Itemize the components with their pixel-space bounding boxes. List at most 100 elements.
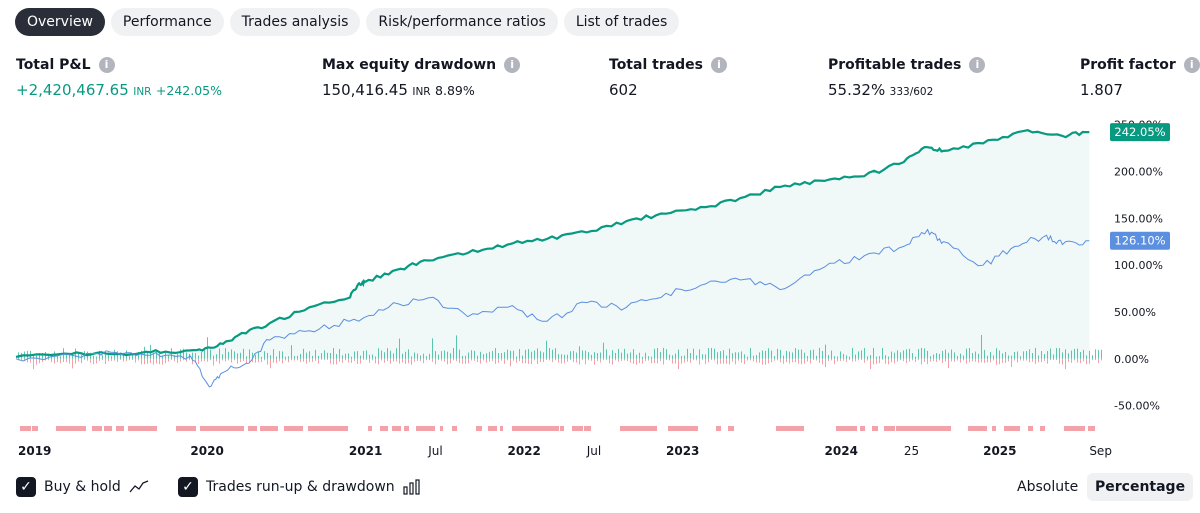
drawdown-bar <box>1047 358 1048 364</box>
percentage-button[interactable]: Percentage <box>1087 473 1194 501</box>
checkbox-checked-icon[interactable]: ✓ <box>178 477 198 497</box>
runup-bar <box>843 353 844 359</box>
runup-bar <box>651 356 652 359</box>
runup-bar <box>456 335 457 359</box>
drawdown-bar <box>54 358 55 364</box>
metric-value: 602 <box>609 81 638 99</box>
info-icon[interactable]: i <box>504 57 521 73</box>
drawdown-bar <box>243 358 244 362</box>
runup-bar <box>258 351 259 359</box>
runup-bar <box>834 356 835 359</box>
buy-hold-toggle[interactable]: ✓ Buy & hold <box>16 476 149 498</box>
runup-bar <box>648 356 649 359</box>
runup-bar <box>579 346 580 359</box>
runup-bar <box>216 354 217 359</box>
info-icon[interactable]: i <box>1183 57 1200 73</box>
drawdown-bar <box>51 358 52 363</box>
runup-bar <box>1038 355 1039 359</box>
checkbox-checked-icon[interactable]: ✓ <box>16 477 36 497</box>
drawdown-bar <box>714 358 715 361</box>
drawdown-bar <box>300 358 301 363</box>
runup-bar <box>909 348 910 359</box>
drawdown-bar <box>660 358 661 362</box>
drawdown-strip-segment <box>920 426 933 431</box>
runup-bar <box>774 356 775 359</box>
drawdown-bar <box>198 358 199 365</box>
drawdown-strip-segment <box>860 426 865 431</box>
info-icon[interactable]: i <box>969 57 986 73</box>
drawdown-strip-segment <box>176 426 193 431</box>
drawdown-bar <box>696 358 697 361</box>
info-icon[interactable]: i <box>711 57 728 73</box>
runup-bar <box>105 351 106 359</box>
metric-max-drawdown: Max equity drawdown i 150,416.45 INR 8.8… <box>322 55 521 100</box>
runup-bar <box>999 350 1000 359</box>
drawdown-bar <box>333 358 334 365</box>
runup-bar <box>309 351 310 359</box>
equity-chart[interactable]: 250.00%200.00%150.00%100.00%50.00%0.00%-… <box>0 110 1200 465</box>
drawdown-bar <box>537 358 538 364</box>
runup-bar <box>642 356 643 359</box>
runup-bar <box>576 352 577 359</box>
drawdown-strip-segment <box>116 426 124 431</box>
drawdown-bar <box>891 358 892 363</box>
runup-bar <box>969 347 970 359</box>
drawdown-bar <box>732 358 733 362</box>
drawdown-bar <box>348 358 349 363</box>
tab-performance[interactable]: Performance <box>110 8 224 36</box>
tab-trades-analysis[interactable]: Trades analysis <box>229 8 361 36</box>
drawdown-bar <box>507 358 508 361</box>
drawdown-bar <box>150 358 151 363</box>
drawdown-strip-segment <box>716 426 721 431</box>
drawdown-bar <box>645 358 646 361</box>
runup-bar <box>1029 349 1030 359</box>
runup-bar <box>948 352 949 359</box>
drawdown-bar <box>801 358 802 365</box>
runup-bar <box>435 351 436 359</box>
x-tick-label: 2025 <box>983 444 1016 458</box>
runup-bar <box>231 349 232 359</box>
tab-risk-performance-ratios[interactable]: Risk/performance ratios <box>366 8 558 36</box>
runup-bar <box>1071 350 1072 359</box>
drawdown-bar <box>1011 358 1012 367</box>
drawdown-strip-segment <box>668 426 688 431</box>
runup-bar <box>903 350 904 359</box>
runup-bar <box>615 352 616 359</box>
runup-bar <box>387 348 388 359</box>
runup-bar <box>534 350 535 359</box>
runup-bar <box>984 349 985 359</box>
drawdown-strip-segment <box>584 426 591 431</box>
runup-bar <box>546 340 547 359</box>
drawdown-bar <box>480 358 481 364</box>
runup-bar <box>819 347 820 359</box>
runup-bar <box>273 349 274 359</box>
runup-bar <box>633 349 634 359</box>
runup-bar <box>915 356 916 359</box>
runup-bar <box>72 354 73 359</box>
drawdown-bar <box>915 358 916 362</box>
drawdown-bar <box>216 358 217 362</box>
drawdown-bar <box>309 358 310 363</box>
absolute-button[interactable]: Absolute <box>1017 479 1079 495</box>
x-tick-label: Sep <box>1089 444 1112 458</box>
info-icon[interactable]: i <box>98 57 115 73</box>
tab-overview[interactable]: Overview <box>15 8 105 36</box>
runup-bar <box>786 350 787 359</box>
drawdown-bar <box>735 358 736 365</box>
drawdown-strip-segment <box>572 426 583 431</box>
runup-bar <box>168 355 169 359</box>
metric-value: 55.32% <box>828 81 886 99</box>
drawdown-bar <box>324 358 325 360</box>
runup-bar <box>597 353 598 359</box>
runup-bar <box>423 353 424 359</box>
drawdown-bar <box>264 358 265 361</box>
runup-drawdown-toggle[interactable]: ✓ Trades run-up & drawdown <box>178 476 421 498</box>
drawdown-bar <box>513 358 514 361</box>
tab-list-of-trades[interactable]: List of trades <box>563 8 680 36</box>
drawdown-bar <box>519 358 520 362</box>
drawdown-strip-segment <box>248 426 257 431</box>
runup-bar <box>957 356 958 359</box>
drawdown-bar <box>192 358 193 365</box>
runup-bar <box>1044 354 1045 359</box>
drawdown-bar <box>372 358 373 361</box>
